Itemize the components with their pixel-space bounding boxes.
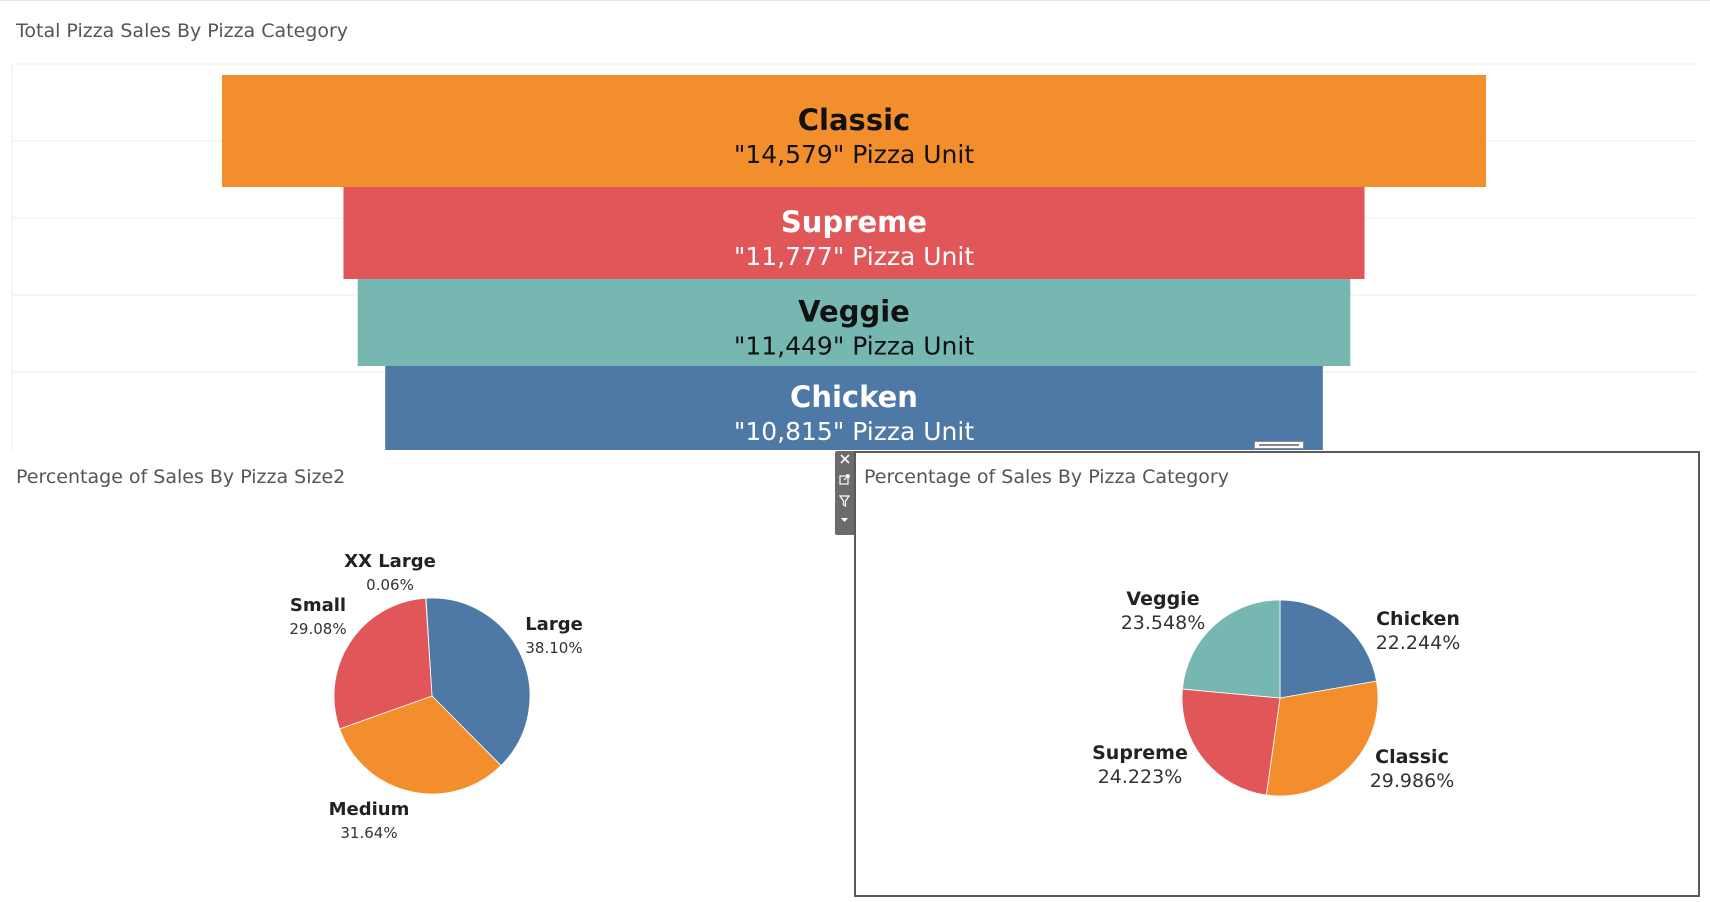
pie-slice-medium[interactable]	[339, 695, 502, 795]
pie-value-medium: 31.64%	[340, 824, 397, 842]
pie-label-medium: Medium	[329, 799, 410, 820]
pie-value-small: 29.08%	[289, 620, 346, 638]
pie-label-small: Small	[290, 595, 346, 616]
pie-label-large: Large	[525, 614, 583, 635]
funnel-value-label: "11,777" Pizza Unit	[734, 242, 974, 271]
funnel-bar-chicken[interactable]: Chicken "10,815" Pizza Unit	[385, 366, 1323, 450]
pie-value-supreme: 24.223%	[1098, 766, 1183, 788]
pie-size-chart: Large 38.10% Medium 31.64% Small 29.08% XX Lar…	[289, 551, 583, 842]
pie-label-supreme: Supreme	[1092, 742, 1188, 764]
pie-slice-veggie[interactable]	[1181, 599, 1281, 699]
funnel-value-label: "10,815" Pizza Unit	[734, 417, 974, 446]
pie-label-classic: Classic	[1375, 746, 1449, 768]
top-divider	[0, 0, 1710, 1]
funnel-chart-title: Total Pizza Sales By Pizza Category	[16, 20, 349, 42]
filter-icon[interactable]	[836, 492, 853, 512]
pie-label-veggie: Veggie	[1126, 588, 1199, 610]
pie-value-classic: 29.986%	[1370, 770, 1455, 792]
funnel-category-label: Veggie	[798, 295, 910, 329]
funnel-bar-supreme[interactable]: Supreme "11,777" Pizza Unit	[343, 187, 1365, 279]
funnel-bar-veggie[interactable]: Veggie "11,449" Pizza Unit	[357, 279, 1351, 366]
close-icon[interactable]	[836, 451, 853, 471]
resize-handle[interactable]	[1254, 441, 1304, 449]
pie-slice-chicken[interactable]	[1279, 599, 1377, 699]
funnel-bar-rect[interactable]	[343, 187, 1365, 279]
pie-value-veggie: 23.548%	[1121, 612, 1206, 634]
funnel-bar-classic[interactable]: Classic "14,579" Pizza Unit	[222, 75, 1486, 187]
funnel-category-label: Chicken	[790, 380, 918, 414]
pie-category-container[interactable]: Percentage of Sales By Pizza Category Ch…	[854, 451, 1700, 897]
funnel-category-label: Supreme	[781, 205, 927, 239]
pie-slice-classic[interactable]	[1265, 680, 1379, 797]
funnel-bar-rect[interactable]	[222, 75, 1486, 187]
popout-icon[interactable]	[836, 471, 853, 491]
pie-category-chart-title: Percentage of Sales By Pizza Category	[864, 466, 1229, 488]
dropdown-arrow-icon[interactable]	[836, 513, 853, 533]
pie-value-xx-large: 0.06%	[366, 576, 414, 594]
pie-label-chicken: Chicken	[1376, 608, 1460, 630]
pie-slice-small[interactable]	[333, 597, 433, 730]
pie-label-xx-large: XX Large	[344, 551, 436, 572]
worksheet-toolbar	[835, 451, 854, 535]
funnel-chart: Classic "14,579" Pizza Unit Supreme "11,777…	[11, 63, 1698, 450]
funnel-bar-rect[interactable]	[357, 279, 1351, 366]
funnel-bar-rect[interactable]	[385, 366, 1323, 450]
funnel-category-label: Classic	[798, 103, 910, 137]
pie-slice-supreme[interactable]	[1181, 688, 1281, 796]
funnel-value-label: "11,449" Pizza Unit	[734, 332, 974, 361]
pie-size-chart-title: Percentage of Sales By Pizza Size2	[16, 466, 346, 488]
pie-slice-large[interactable]	[425, 597, 531, 767]
funnel-value-label: "14,579" Pizza Unit	[734, 140, 974, 169]
pie-value-large: 38.10%	[525, 639, 582, 657]
pie-value-chicken: 22.244%	[1376, 632, 1461, 654]
